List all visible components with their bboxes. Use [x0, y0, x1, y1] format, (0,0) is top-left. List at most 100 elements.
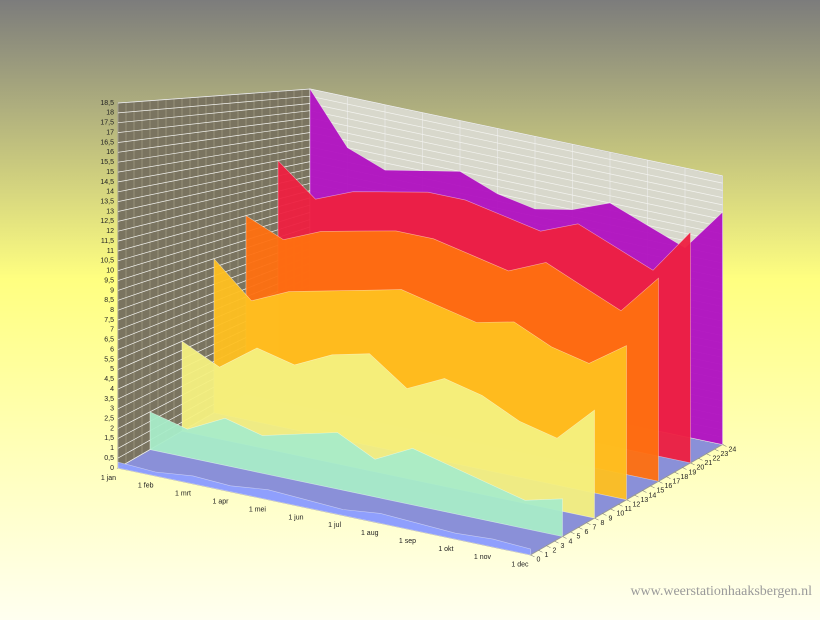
z-tick-label: 20 — [697, 465, 705, 472]
y-tick-label: 3 — [110, 406, 114, 413]
z-tick-label: 23 — [721, 451, 729, 458]
y-tick-label: 1,5 — [104, 435, 114, 442]
y-tick-label: 18 — [106, 110, 114, 117]
y-tick-label: 8,5 — [104, 297, 114, 304]
y-tick-label: 2,5 — [104, 416, 114, 423]
z-tick-label: 3 — [561, 543, 565, 550]
z-tick — [642, 490, 647, 493]
y-tick-label: 5 — [110, 366, 114, 373]
z-tick-label: 21 — [705, 460, 713, 467]
z-tick-label: 10 — [617, 511, 625, 518]
y-tick-label: 16 — [106, 149, 114, 156]
x-tick-label: 1 jun — [288, 514, 303, 521]
z-tick — [618, 504, 623, 507]
z-tick-label: 17 — [673, 479, 681, 486]
surface-row — [181, 340, 595, 519]
y-tick-label: 6 — [110, 346, 114, 353]
z-tick — [682, 467, 687, 470]
z-tick — [650, 485, 655, 489]
y-tick-label: 18,5 — [100, 100, 114, 107]
z-tick — [594, 517, 599, 521]
y-tick-label: 8 — [110, 307, 114, 314]
y-tick-label: 4 — [110, 386, 114, 393]
z-tick-label: 4 — [569, 538, 573, 545]
x-tick-label: 1 jul — [328, 522, 341, 529]
z-tick-label: 6 — [585, 529, 589, 536]
x-tick-label: 1 feb — [138, 483, 154, 490]
z-tick — [538, 550, 543, 553]
z-tick — [698, 458, 703, 461]
z-tick-label: 18 — [681, 474, 689, 481]
z-tick-label: 22 — [713, 456, 721, 463]
y-tick-label: 5,5 — [104, 356, 114, 363]
z-tick — [554, 540, 559, 544]
y-tick-label: 0,5 — [104, 455, 114, 462]
z-tick — [658, 481, 663, 484]
y-tick-label: 10,5 — [100, 258, 114, 265]
z-tick-label: 9 — [609, 515, 613, 522]
x-tick-label: 1 sep — [399, 538, 416, 545]
y-tick-label: 7,5 — [104, 317, 114, 324]
z-tick — [578, 527, 583, 530]
x-tick-label: 1 mei — [249, 506, 267, 513]
z-tick — [570, 531, 575, 535]
z-tick — [666, 476, 671, 479]
z-tick — [722, 444, 727, 447]
y-tick-label: 15,5 — [100, 159, 114, 166]
y-tick-label: 7 — [110, 327, 114, 334]
z-tick-label: 14 — [649, 492, 657, 499]
x-tick-label: 1 jan — [101, 475, 116, 482]
y-tick-label: 16,5 — [100, 139, 114, 146]
y-tick-label: 4,5 — [104, 376, 114, 383]
z-tick-label: 24 — [729, 446, 737, 453]
y-tick-label: 11 — [107, 248, 114, 255]
surface-row — [149, 411, 563, 537]
z-tick-label: 11 — [625, 506, 632, 513]
y-tick-label: 11,5 — [101, 238, 114, 245]
x-tick-label: 1 aug — [361, 530, 379, 537]
watermark: www.weerstationhaaksbergen.nl — [630, 584, 812, 599]
z-tick-label: 19 — [689, 469, 697, 476]
z-tick — [586, 522, 591, 525]
y-tick-label: 1 — [110, 445, 114, 452]
y-tick-label: 15 — [106, 169, 114, 176]
x-tick-label: 1 apr — [213, 499, 230, 506]
y-tick-label: 0 — [110, 465, 114, 472]
y-tick-label: 12,5 — [100, 218, 114, 225]
z-tick — [626, 499, 631, 502]
y-tick-label: 14 — [106, 189, 114, 196]
y-tick-label: 12 — [106, 228, 114, 235]
z-tick-label: 2 — [553, 548, 557, 555]
x-tick-label: 1 mrt — [175, 491, 191, 498]
y-tick-label: 9,5 — [104, 277, 114, 284]
z-tick — [706, 453, 711, 456]
surface-row — [117, 461, 531, 556]
z-tick-label: 5 — [577, 534, 581, 541]
y-tick-label: 13,5 — [100, 198, 114, 205]
y-tick-label: 10 — [106, 268, 114, 275]
z-tick — [690, 462, 695, 466]
z-tick-label: 13 — [641, 497, 649, 504]
z-tick-label: 7 — [593, 525, 597, 532]
y-tick-label: 2 — [110, 425, 114, 432]
y-tick-label: 14,5 — [100, 179, 114, 186]
z-tick-label: 0 — [537, 557, 541, 564]
z-tick-label: 16 — [665, 483, 673, 490]
z-tick — [674, 471, 679, 475]
x-tick-label: 1 dec — [511, 562, 529, 569]
z-tick — [530, 554, 535, 558]
z-tick — [562, 536, 567, 539]
z-tick-label: 12 — [633, 502, 641, 509]
z-tick — [602, 513, 607, 516]
z-tick-label: 15 — [657, 488, 665, 495]
y-tick-label: 17 — [106, 129, 114, 136]
z-tick — [546, 545, 551, 548]
y-tick-label: 17,5 — [100, 120, 114, 127]
plot — [117, 87, 723, 556]
z-tick — [714, 448, 719, 452]
y-tick-label: 9 — [110, 287, 114, 294]
z-tick — [610, 508, 615, 512]
y-tick-label: 6,5 — [104, 337, 114, 344]
x-tick-label: 1 nov — [474, 554, 492, 561]
